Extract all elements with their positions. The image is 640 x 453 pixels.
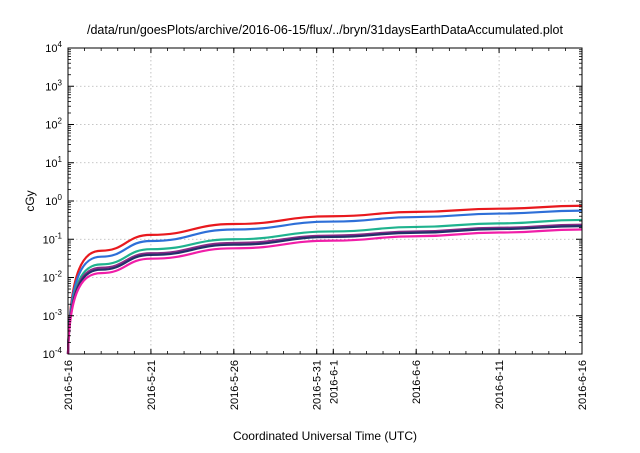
y-tick-label: 100	[45, 193, 62, 208]
chart-title: /data/run/goesPlots/archive/2016-06-15/f…	[87, 23, 563, 37]
tick-layer: 2016-5-16 2016-5-21 2016-5-26 2016-5-31 2016…	[43, 40, 589, 410]
series-line-2	[66, 209, 583, 355]
y-tick-label: 10-3	[43, 308, 63, 323]
x-tick-label: 2016-5-21	[146, 360, 158, 410]
x-tick-label: 2016-6-16	[577, 360, 589, 410]
series-line-6	[66, 228, 583, 355]
x-tick-label: 2016-6-6	[411, 360, 423, 404]
series-line-5	[66, 225, 583, 355]
x-axis-label: Coordinated Universal Time (UTC)	[233, 429, 417, 443]
y-tick-label: 10-4	[43, 346, 63, 361]
y-tick-label: 101	[45, 155, 62, 170]
y-tick-label: 102	[45, 117, 62, 132]
grid-layer	[68, 48, 582, 354]
y-axis-label: cGy	[23, 190, 37, 211]
series-line-1	[66, 204, 583, 355]
series-layer	[66, 204, 583, 355]
x-tick-label: 2016-5-31	[312, 360, 324, 410]
y-tick-label: 10-2	[43, 270, 63, 285]
series-line-3	[66, 218, 583, 355]
y-tick-label: 104	[45, 40, 62, 55]
y-tick-label: 103	[45, 78, 62, 93]
x-tick-label: 2016-5-26	[229, 360, 241, 410]
x-tick-label: 2016-6-11	[494, 360, 506, 409]
series-line-4	[66, 223, 583, 355]
y-tick-label: 10-1	[43, 231, 63, 246]
x-tick-label: 2016-5-16	[63, 360, 75, 410]
x-tick-label: 2016-6-1	[328, 360, 340, 404]
